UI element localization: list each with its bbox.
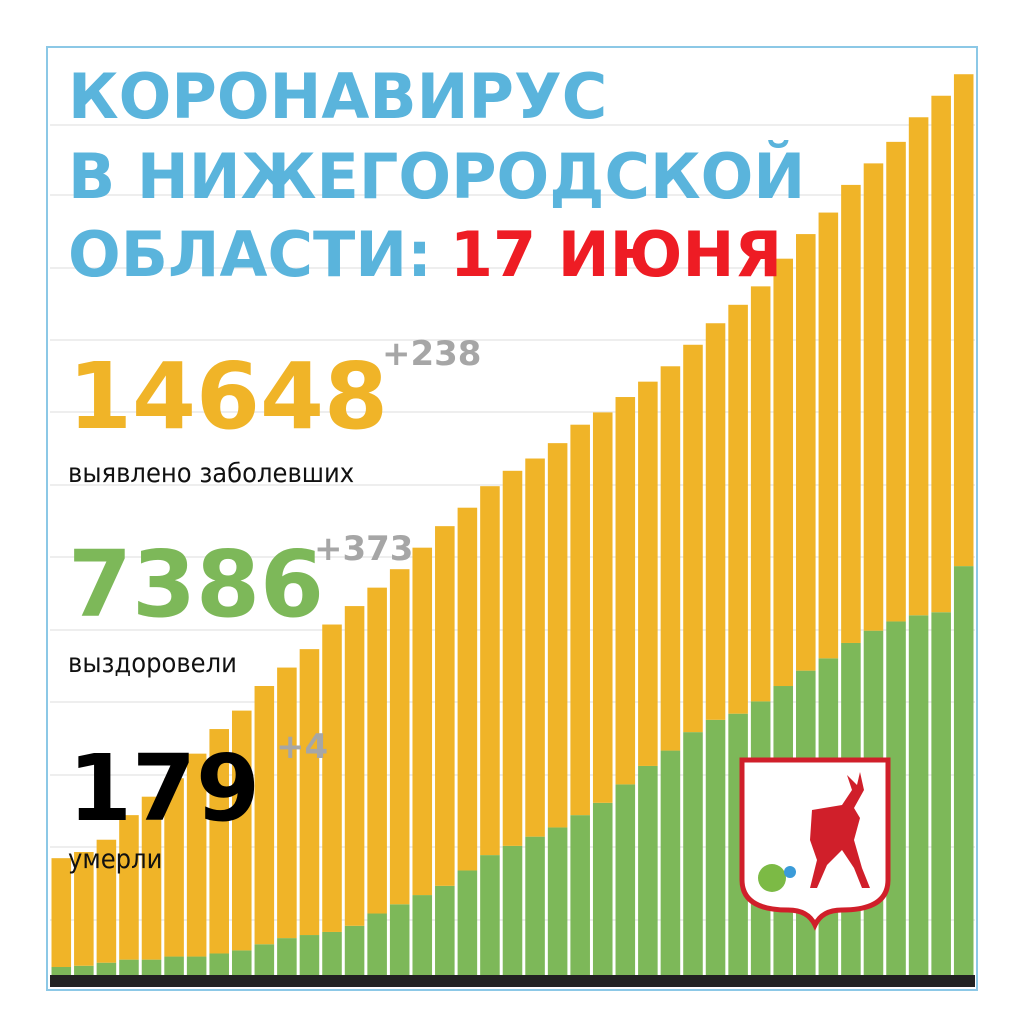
bar-segment	[705, 323, 726, 720]
bar-segment	[412, 895, 433, 975]
bar-segment	[863, 163, 884, 631]
bar-segment	[638, 381, 658, 766]
bar-segment	[389, 904, 410, 975]
bar-segment	[841, 184, 861, 643]
bar-segment	[480, 855, 500, 975]
bar-segment	[96, 962, 117, 975]
bar-segment	[367, 913, 387, 975]
bar-segment	[502, 845, 523, 975]
bar-segment	[908, 615, 929, 975]
bar-segment	[277, 938, 297, 975]
bar-segment	[615, 397, 636, 785]
bar-segment	[908, 117, 929, 616]
bar-segment	[299, 935, 320, 975]
stat-delta: +373	[314, 529, 413, 569]
stat-label: выявлено заболевших	[68, 458, 354, 489]
title-line: КОРОНАВИРУС	[68, 60, 607, 133]
bar-segment	[480, 486, 500, 856]
bars	[51, 74, 974, 975]
stat-value: 179	[68, 735, 260, 842]
bar-segment	[931, 95, 951, 613]
bar-segment	[525, 458, 545, 837]
bar-segment	[818, 212, 839, 659]
bar-segment	[412, 547, 433, 896]
title-line: ОБЛАСТИ: 17 ИЮНЯ	[68, 218, 782, 291]
bar-segment	[615, 784, 636, 975]
bar-segment	[457, 507, 478, 871]
bar-segment	[886, 621, 906, 975]
bar-segment	[254, 944, 275, 975]
bar-segment	[322, 624, 342, 932]
bar-segment	[728, 304, 748, 714]
bar-segment	[164, 778, 184, 957]
bar-segment	[796, 234, 816, 671]
bar-segment	[660, 366, 681, 751]
bar-segment	[660, 750, 681, 975]
bar-segment	[435, 526, 455, 886]
bar-segment	[74, 965, 94, 975]
bar-segment	[164, 956, 184, 975]
bar-segment	[886, 141, 906, 622]
bar-segment	[502, 470, 523, 846]
bar-segment	[141, 796, 162, 960]
bar-segment	[953, 74, 974, 567]
bar-segment	[322, 931, 342, 975]
bar-segment	[750, 286, 771, 702]
baseline	[50, 975, 975, 987]
bar-segment	[389, 569, 410, 905]
stats: 14648+238 выявлено заболевших 7386+373 вызд…	[68, 334, 481, 875]
bar-segment	[683, 732, 703, 975]
bar-segment	[186, 956, 207, 975]
bar-segment	[119, 815, 139, 960]
bar-segment	[638, 765, 658, 975]
stat-delta: +4	[276, 727, 328, 767]
bar-segment	[209, 953, 229, 975]
bar-segment	[525, 836, 545, 975]
stat-delta: +238	[382, 334, 481, 374]
bar-segment	[119, 959, 139, 975]
bar-segment	[209, 729, 229, 954]
bar-segment	[277, 667, 297, 939]
title-line: В НИЖЕГОРОДСКОЙ	[68, 140, 805, 213]
bar-segment	[344, 606, 365, 926]
bar-segment	[592, 802, 613, 975]
bar-segment	[773, 258, 794, 687]
bar-segment	[367, 587, 387, 914]
bar-segment	[683, 344, 703, 733]
bar-segment	[592, 412, 613, 803]
bar-segment	[457, 870, 478, 975]
stat-value: 14648	[68, 343, 388, 450]
bar-segment	[51, 967, 72, 975]
bar-segment	[953, 566, 974, 975]
stat-value: 7386	[68, 531, 324, 638]
bar-segment	[299, 649, 320, 936]
bar-segment	[547, 827, 568, 975]
bar-segment	[344, 925, 365, 975]
bar-segment	[435, 885, 455, 975]
bar-segment	[74, 852, 94, 966]
stat-label: выздоровели	[68, 648, 237, 679]
bar-segment	[51, 858, 72, 968]
bar-segment	[254, 686, 275, 945]
bar-segment	[570, 424, 590, 816]
bar-segment	[705, 719, 726, 975]
coat-of-arms	[739, 757, 891, 931]
bar-segment	[96, 839, 117, 963]
bar-segment	[231, 710, 252, 951]
stat-label: умерли	[68, 844, 162, 875]
bar-segment	[186, 753, 207, 957]
bar-segment	[547, 443, 568, 828]
bar-segment	[141, 959, 162, 975]
bar-segment	[231, 950, 252, 975]
bar-segment	[570, 815, 590, 975]
frame	[46, 46, 978, 991]
bar-segment	[931, 612, 951, 975]
